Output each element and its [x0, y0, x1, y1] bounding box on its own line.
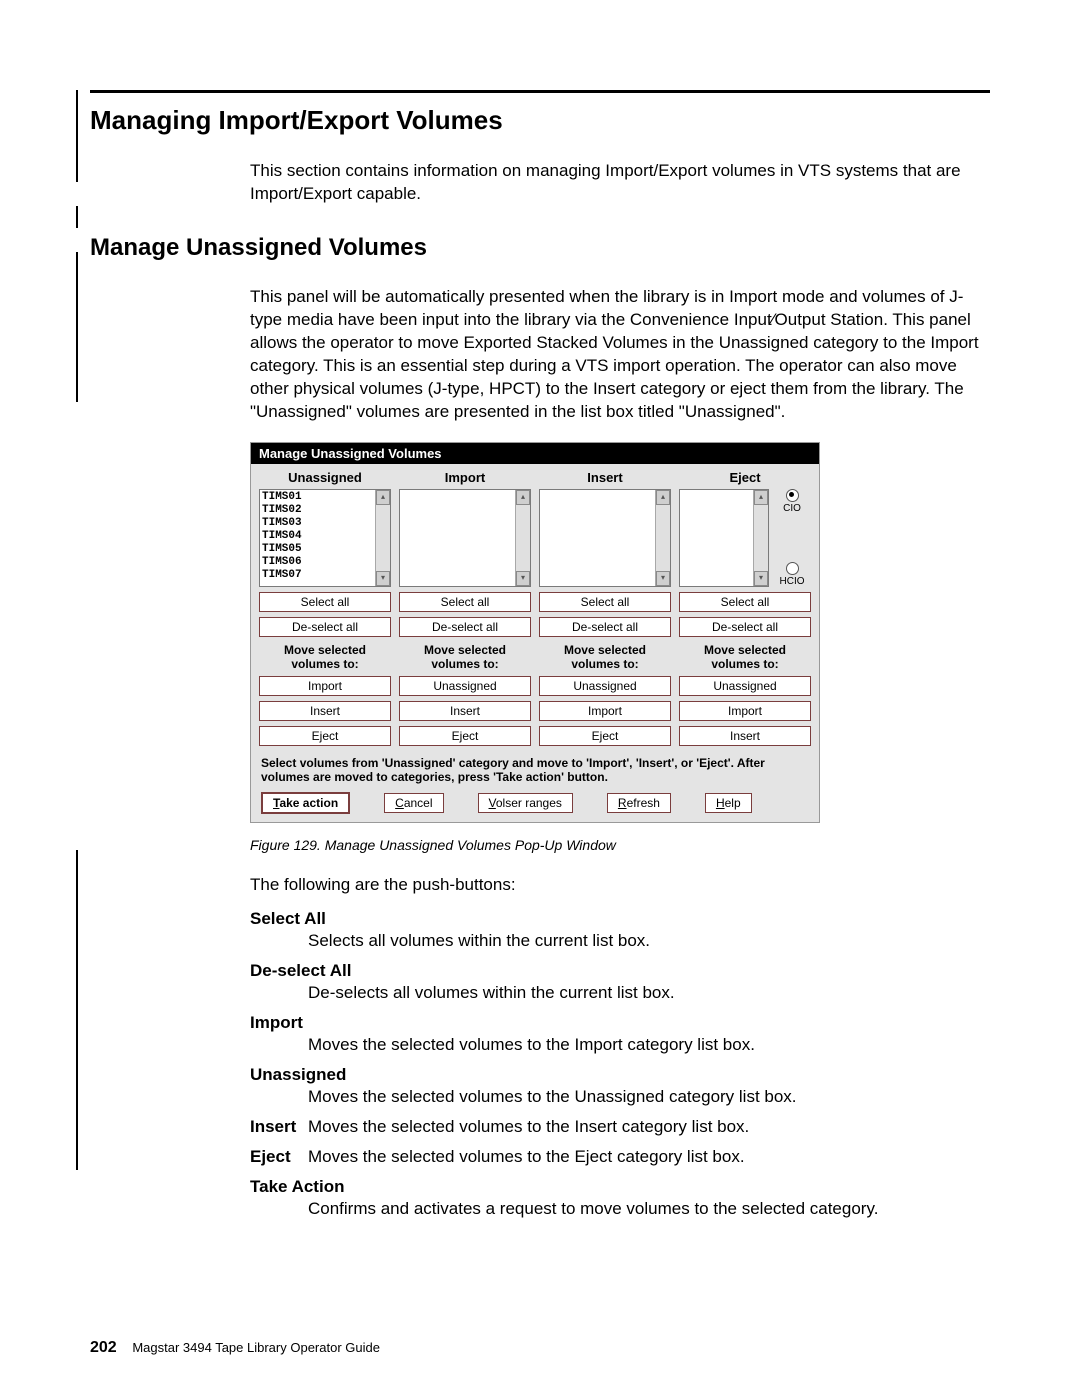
scroll-down-icon[interactable]: ▾ [516, 571, 530, 586]
column-header: Insert [539, 468, 671, 489]
move-to-import-button[interactable]: Import [539, 701, 671, 721]
select-all-button[interactable]: Select all [679, 592, 811, 612]
dialog-column-import: Import▴▾Select allDe-select allMove sele… [399, 468, 531, 746]
scrollbar[interactable]: ▴▾ [515, 490, 530, 586]
change-bar [76, 206, 78, 228]
term-import: Import [250, 1013, 990, 1033]
column-header: Unassigned [259, 468, 391, 489]
listbox-insert[interactable]: ▴▾ [539, 489, 671, 587]
page-footer: 202 Magstar 3494 Tape Library Operator G… [90, 1339, 380, 1357]
select-all-button[interactable]: Select all [399, 592, 531, 612]
refresh-button[interactable]: Refresh [607, 793, 671, 813]
radio-cio[interactable]: CIO [773, 489, 811, 514]
list-item[interactable]: TIMS04 [262, 530, 373, 543]
volser-ranges-button[interactable]: Volser ranges [478, 793, 573, 813]
deselect-all-button[interactable]: De-select all [399, 617, 531, 637]
radio-hcio[interactable]: HCIO [773, 562, 811, 587]
desc-import: Moves the selected volumes to the Import… [308, 1035, 990, 1055]
move-to-eject-button[interactable]: Eject [259, 726, 391, 746]
move-to-import-button[interactable]: Import [679, 701, 811, 721]
scroll-down-icon[interactable]: ▾ [656, 571, 670, 586]
move-to-eject-button[interactable]: Eject [539, 726, 671, 746]
term-eject: Eject [250, 1147, 308, 1167]
intro-paragraph-1: This section contains information on man… [250, 160, 990, 206]
scrollbar[interactable]: ▴▾ [753, 490, 768, 586]
change-bar [76, 252, 78, 402]
scroll-up-icon[interactable]: ▴ [656, 490, 670, 505]
defs-lead: The following are the push-buttons: [250, 875, 990, 895]
term-select-all: Select All [250, 909, 990, 929]
scroll-up-icon[interactable]: ▴ [516, 490, 530, 505]
term-unassigned: Unassigned [250, 1065, 990, 1085]
scroll-up-icon[interactable]: ▴ [754, 490, 768, 505]
eject-destination-radios: CIO HCIO [769, 489, 811, 587]
scroll-up-icon[interactable]: ▴ [376, 490, 390, 505]
desc-select-all: Selects all volumes within the current l… [308, 931, 990, 951]
dialog-instruction: Select volumes from 'Unassigned' categor… [251, 752, 819, 790]
listbox-eject[interactable]: ▴▾ [679, 489, 769, 587]
column-header: Import [399, 468, 531, 489]
move-to-unassigned-button[interactable]: Unassigned [679, 676, 811, 696]
desc-deselect-all: De-selects all volumes within the curren… [308, 983, 990, 1003]
listbox-unassigned[interactable]: TIMS01TIMS02TIMS03TIMS04TIMS05TIMS06TIMS… [259, 489, 391, 587]
take-action-button[interactable]: Take action [261, 792, 350, 814]
radio-icon [786, 489, 799, 502]
deselect-all-button[interactable]: De-select all [539, 617, 671, 637]
cancel-button[interactable]: Cancel [384, 793, 443, 813]
scrollbar[interactable]: ▴▾ [375, 490, 390, 586]
move-to-unassigned-button[interactable]: Unassigned [539, 676, 671, 696]
move-to-eject-button[interactable]: Eject [399, 726, 531, 746]
select-all-button[interactable]: Select all [539, 592, 671, 612]
radio-icon [786, 562, 799, 575]
move-label: Move selectedvolumes to: [539, 643, 671, 671]
deselect-all-button[interactable]: De-select all [259, 617, 391, 637]
scrollbar[interactable]: ▴▾ [655, 490, 670, 586]
move-label: Move selectedvolumes to: [399, 643, 531, 671]
heading-main: Managing Import/Export Volumes [90, 105, 990, 136]
page-number: 202 [90, 1339, 117, 1356]
change-bar [76, 850, 78, 1170]
list-item[interactable]: TIMS02 [262, 504, 373, 517]
dialog-manage-unassigned: Manage Unassigned Volumes UnassignedTIMS… [250, 442, 820, 823]
column-header: Eject [679, 468, 811, 489]
dialog-column-unassigned: UnassignedTIMS01TIMS02TIMS03TIMS04TIMS05… [259, 468, 391, 746]
term-take-action: Take Action [250, 1177, 990, 1197]
intro-paragraph-2: This panel will be automatically present… [250, 286, 990, 424]
deselect-all-button[interactable]: De-select all [679, 617, 811, 637]
move-to-import-button[interactable]: Import [259, 676, 391, 696]
heading-sub: Manage Unassigned Volumes [90, 234, 990, 262]
move-to-insert-button[interactable]: Insert [259, 701, 391, 721]
desc-take-action: Confirms and activates a request to move… [308, 1199, 990, 1219]
section-rule [90, 90, 990, 93]
list-item[interactable]: TIMS05 [262, 543, 373, 556]
dialog-column-eject: Eject▴▾CIOHCIOSelect allDe-select allMov… [679, 468, 811, 746]
select-all-button[interactable]: Select all [259, 592, 391, 612]
list-item[interactable]: TIMS01 [262, 491, 373, 504]
figure-caption: Figure 129. Manage Unassigned Volumes Po… [250, 837, 990, 853]
scroll-down-icon[interactable]: ▾ [754, 571, 768, 586]
term-insert: Insert [250, 1117, 308, 1137]
list-item[interactable]: TIMS07 [262, 569, 373, 582]
dialog-title: Manage Unassigned Volumes [251, 443, 819, 464]
change-bar [76, 90, 78, 182]
move-to-unassigned-button[interactable]: Unassigned [399, 676, 531, 696]
desc-eject: Moves the selected volumes to the Eject … [308, 1147, 990, 1167]
desc-unassigned: Moves the selected volumes to the Unassi… [308, 1087, 990, 1107]
move-to-insert-button[interactable]: Insert [399, 701, 531, 721]
dialog-column-insert: Insert▴▾Select allDe-select allMove sele… [539, 468, 671, 746]
book-title: Magstar 3494 Tape Library Operator Guide [132, 1340, 380, 1355]
desc-insert: Moves the selected volumes to the Insert… [308, 1117, 990, 1137]
scroll-down-icon[interactable]: ▾ [376, 571, 390, 586]
list-item[interactable]: TIMS03 [262, 517, 373, 530]
move-label: Move selectedvolumes to: [259, 643, 391, 671]
list-item[interactable]: TIMS06 [262, 556, 373, 569]
listbox-import[interactable]: ▴▾ [399, 489, 531, 587]
move-label: Move selectedvolumes to: [679, 643, 811, 671]
term-deselect-all: De-select All [250, 961, 990, 981]
move-to-insert-button[interactable]: Insert [679, 726, 811, 746]
help-button[interactable]: Help [705, 793, 752, 813]
